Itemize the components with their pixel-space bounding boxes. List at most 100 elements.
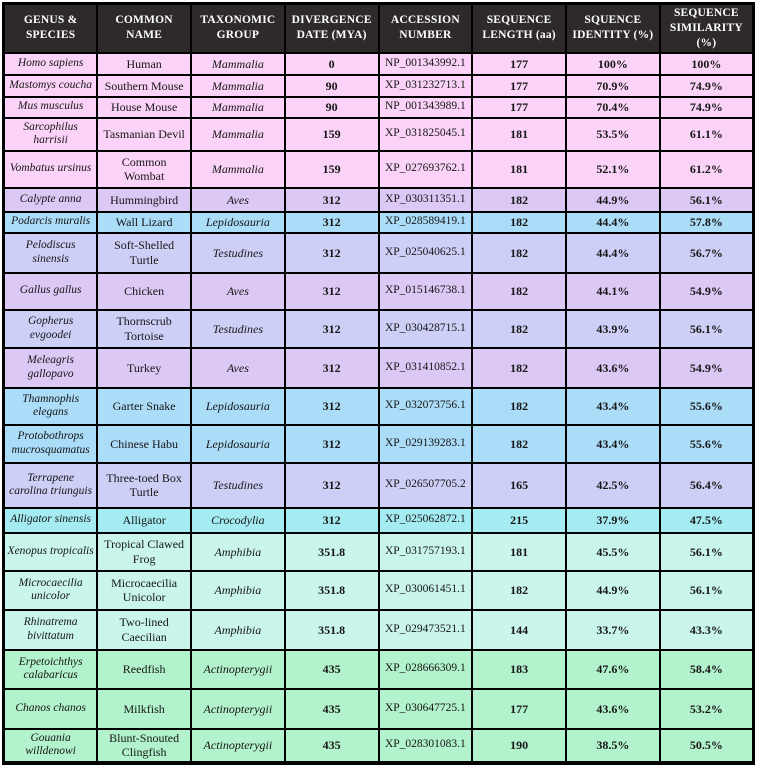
cell-length: 182	[471, 231, 567, 274]
cell-genus: Mus musculus	[2, 95, 99, 119]
table-row: Vombatus ursinus Common Wombat Mammalia 159…	[2, 149, 755, 189]
cell-common: Milkfish	[96, 687, 192, 730]
cell-identity: 43.9%	[565, 308, 661, 349]
cell-group: Aves	[190, 346, 286, 389]
cell-genus: Microcaecilia unicolor	[2, 569, 99, 611]
cell-identity: 44.9%	[565, 569, 661, 611]
cell-length: 182	[471, 210, 567, 234]
cell-divergence: 312	[283, 308, 380, 349]
table-row: Chanos chanos Milkfish Actinopterygii 435 XP…	[2, 687, 755, 730]
cell-divergence: 312	[283, 231, 380, 274]
cell-length: 182	[471, 186, 567, 213]
cell-group: Testudines	[190, 308, 286, 349]
cell-accession: XP_025040625.1	[377, 231, 474, 274]
cell-accession: XP_032073756.1	[377, 386, 474, 426]
table-row: Gouania willdenowi Blunt-Snouted Clingfis…	[2, 727, 755, 764]
table-body: Homo sapiens Human Mammalia 0 NP_001343992.1…	[2, 51, 755, 764]
cell-common: Garter Snake	[96, 386, 192, 426]
cell-accession: XP_031757193.1	[377, 531, 474, 572]
table-row: Terrapene carolina triunguis Three-toed B…	[2, 461, 755, 509]
cell-length: 182	[471, 308, 567, 349]
cell-length: 177	[471, 51, 567, 76]
cell-length: 182	[471, 423, 567, 464]
cell-divergence: 312	[283, 506, 380, 534]
cell-common: Chinese Habu	[96, 423, 192, 464]
cell-divergence: 312	[283, 346, 380, 389]
cell-accession: NP_001343989.1	[377, 95, 474, 119]
cell-genus: Homo sapiens	[2, 51, 99, 76]
table-row: Homo sapiens Human Mammalia 0 NP_001343992.1…	[2, 51, 755, 76]
cell-common: Two-lined Caecilian	[96, 608, 192, 651]
cell-identity: 33.7%	[565, 608, 661, 651]
cell-group: Testudines	[190, 231, 286, 274]
table-row: Pelodiscus sinensis Soft-Shelled Turtle Te…	[2, 231, 755, 274]
cell-common: Thornscrub Tortoise	[96, 308, 192, 349]
cell-identity: 43.4%	[565, 386, 661, 426]
cell-identity: 44.1%	[565, 271, 661, 311]
cell-common: Blunt-Snouted Clingfish	[96, 727, 192, 764]
cell-divergence: 0	[283, 51, 380, 76]
cell-accession: XP_028666309.1	[377, 648, 474, 690]
table-row: Mus musculus House Mouse Mammalia 90 NP_0013…	[2, 95, 755, 119]
table-row: Gopherus evgoodei Thornscrub Tortoise Test…	[2, 308, 755, 349]
cell-common: Microcaecilia Unicolor	[96, 569, 192, 611]
cell-identity: 53.5%	[565, 116, 661, 152]
cell-length: 181	[471, 149, 567, 189]
cell-accession: XP_027693762.1	[377, 149, 474, 189]
cell-similarity: 58.4%	[658, 648, 755, 690]
cell-accession: XP_029473521.1	[377, 608, 474, 651]
table-head: GENUS & SPECIES COMMON NAME TAXONOMIC GROU…	[2, 2, 755, 54]
cell-divergence: 90	[283, 73, 380, 98]
table-row: Mastomys coucha Southern Mouse Mammalia 90 X…	[2, 73, 755, 98]
cell-accession: XP_025062872.1	[377, 506, 474, 534]
cell-identity: 43.6%	[565, 346, 661, 389]
cell-identity: 44.9%	[565, 186, 661, 213]
cell-identity: 47.6%	[565, 648, 661, 690]
column-header-genus: GENUS & SPECIES	[2, 2, 99, 54]
cell-similarity: 55.6%	[658, 386, 755, 426]
cell-genus: Protobothrops mucrosquamatus	[2, 423, 99, 464]
cell-group: Mammalia	[190, 73, 286, 98]
cell-divergence: 351.8	[283, 608, 380, 651]
table-row: Protobothrops mucrosquamatus Chinese Habu…	[2, 423, 755, 464]
cell-accession: XP_015146738.1	[377, 271, 474, 311]
cell-similarity: 54.9%	[658, 346, 755, 389]
cell-accession: XP_029139283.1	[377, 423, 474, 464]
cell-divergence: 351.8	[283, 531, 380, 572]
cell-group: Lepidosauria	[190, 210, 286, 234]
cell-similarity: 56.4%	[658, 461, 755, 509]
cell-divergence: 312	[283, 423, 380, 464]
cell-similarity: 56.1%	[658, 569, 755, 611]
cell-length: 182	[471, 271, 567, 311]
cell-divergence: 312	[283, 386, 380, 426]
cell-group: Crocodylia	[190, 506, 286, 534]
cell-common: Southern Mouse	[96, 73, 192, 98]
cell-common: Soft-Shelled Turtle	[96, 231, 192, 274]
cell-accession: XP_028301083.1	[377, 727, 474, 764]
cell-genus: Mastomys coucha	[2, 73, 99, 98]
cell-similarity: 61.1%	[658, 116, 755, 152]
cell-length: 183	[471, 648, 567, 690]
cell-divergence: 435	[283, 687, 380, 730]
cell-genus: Vombatus ursinus	[2, 149, 99, 189]
cell-genus: Alligator sinensis	[2, 506, 99, 534]
cell-similarity: 74.9%	[658, 95, 755, 119]
table-row: Thamnophis elegans Garter Snake Lepidosaur…	[2, 386, 755, 426]
header-row: GENUS & SPECIES COMMON NAME TAXONOMIC GROU…	[2, 2, 755, 54]
cell-length: 177	[471, 95, 567, 119]
cell-length: 181	[471, 116, 567, 152]
cell-similarity: 47.5%	[658, 506, 755, 534]
cell-genus: Podarcis muralis	[2, 210, 99, 234]
cell-divergence: 312	[283, 271, 380, 311]
cell-accession: XP_030061451.1	[377, 569, 474, 611]
cell-group: Aves	[190, 186, 286, 213]
cell-identity: 44.4%	[565, 231, 661, 274]
cell-group: Lepidosauria	[190, 386, 286, 426]
table-row: Xenopus tropicalis Tropical Clawed Frog Am…	[2, 531, 755, 572]
table-row: Gallus gallus Chicken Aves 312 XP_015146738.…	[2, 271, 755, 311]
cell-divergence: 312	[283, 186, 380, 213]
cell-divergence: 312	[283, 210, 380, 234]
cell-group: Aves	[190, 271, 286, 311]
cell-group: Amphibia	[190, 608, 286, 651]
